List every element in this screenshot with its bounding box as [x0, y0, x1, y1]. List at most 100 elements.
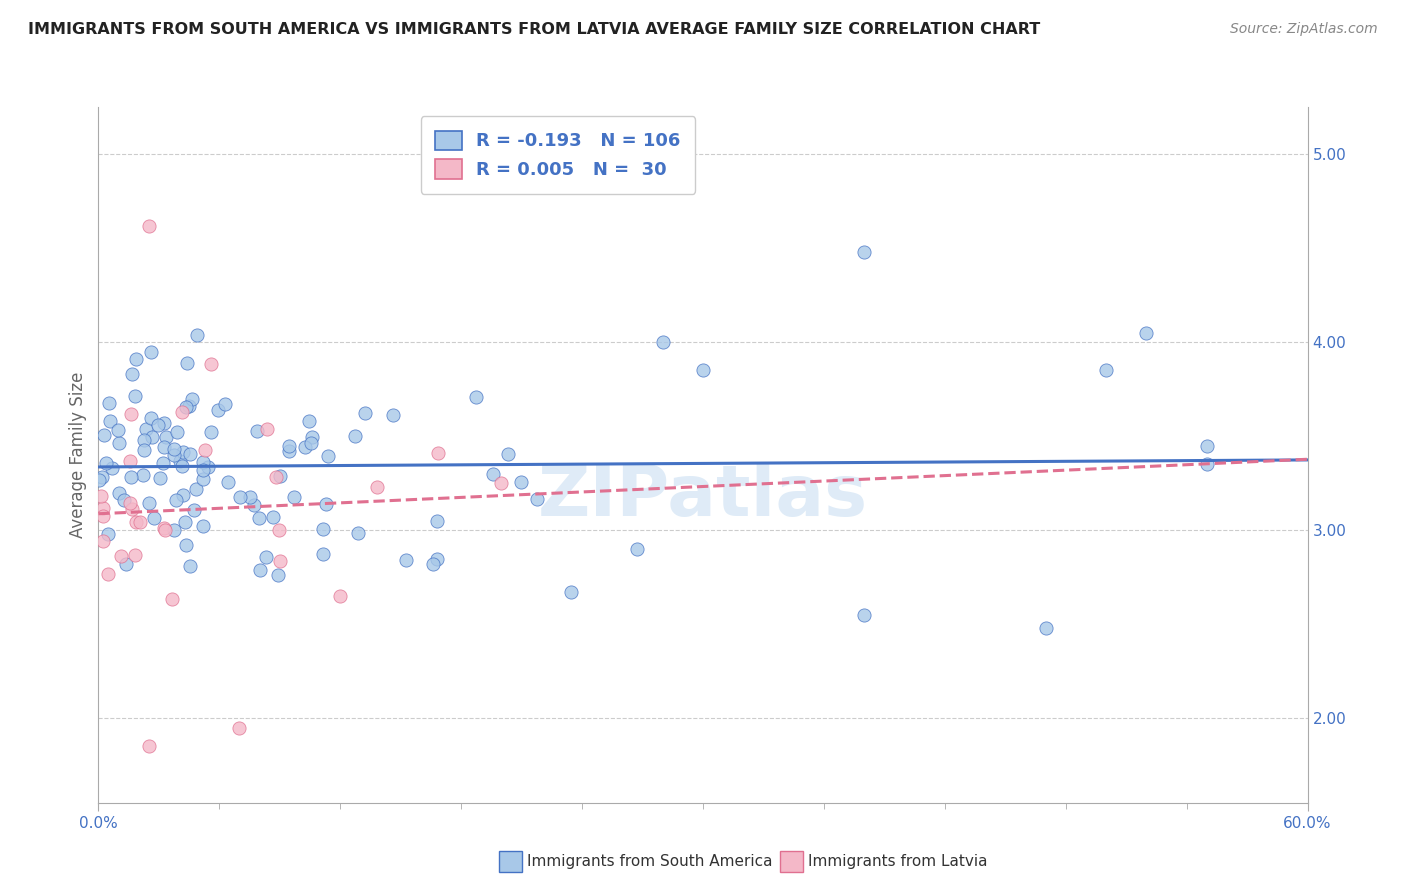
Point: [651, 335, 673, 350]
Point: [186, 482, 208, 496]
Point: [228, 721, 250, 735]
Point: [139, 410, 162, 425]
Point: [246, 425, 269, 439]
Point: [243, 498, 266, 512]
Point: [142, 510, 165, 524]
Point: [491, 476, 513, 491]
Point: [162, 448, 184, 462]
Point: [427, 446, 450, 460]
Point: [465, 390, 488, 404]
Point: [344, 429, 367, 443]
Point: [163, 523, 186, 537]
Point: [174, 400, 197, 414]
Text: Immigrants from South America: Immigrants from South America: [527, 855, 773, 869]
Point: [269, 468, 291, 483]
Point: [329, 589, 352, 603]
Point: [1035, 621, 1057, 635]
Point: [294, 440, 316, 454]
Point: [426, 514, 449, 528]
Text: Source: ZipAtlas.com: Source: ZipAtlas.com: [1230, 22, 1378, 37]
Point: [1135, 326, 1157, 340]
Point: [366, 480, 388, 494]
Point: [191, 519, 214, 533]
Text: IMMIGRANTS FROM SOUTH AMERICA VS IMMIGRANTS FROM LATVIA AVERAGE FAMILY SIZE CORR: IMMIGRANTS FROM SOUTH AMERICA VS IMMIGRA…: [28, 22, 1040, 37]
Point: [135, 422, 157, 436]
Point: [853, 607, 876, 622]
Point: [177, 399, 200, 413]
Point: [1195, 458, 1218, 472]
Point: [179, 558, 201, 573]
Point: [496, 447, 519, 461]
Point: [108, 485, 131, 500]
Point: [125, 351, 148, 366]
Point: [107, 436, 129, 450]
Point: [138, 739, 160, 754]
Point: [266, 567, 288, 582]
Point: [139, 345, 162, 359]
Text: ZIPatlas: ZIPatlas: [538, 462, 868, 531]
Point: [316, 449, 339, 463]
Point: [853, 244, 876, 259]
Point: [692, 363, 714, 377]
Point: [229, 490, 252, 504]
Point: [238, 491, 260, 505]
Point: [312, 547, 335, 561]
Point: [197, 459, 219, 474]
Point: [186, 327, 208, 342]
Point: [207, 403, 229, 417]
Point: [181, 392, 204, 406]
Point: [138, 495, 160, 509]
Point: [312, 522, 335, 536]
Point: [93, 533, 115, 548]
Point: [301, 430, 323, 444]
Point: [200, 425, 222, 439]
Point: [115, 558, 138, 572]
Point: [124, 548, 146, 562]
Point: [165, 492, 187, 507]
Point: [179, 447, 201, 461]
Point: [200, 357, 222, 371]
Point: [93, 428, 115, 442]
Point: [347, 525, 370, 540]
Point: [160, 592, 183, 607]
Point: [152, 440, 174, 454]
Point: [138, 219, 160, 233]
Point: [269, 523, 291, 537]
Point: [94, 456, 117, 470]
Point: [125, 515, 148, 529]
Point: [120, 454, 142, 468]
Point: [112, 493, 135, 508]
Point: [170, 405, 193, 419]
Point: [560, 585, 582, 599]
Point: [153, 521, 176, 535]
Point: [482, 467, 505, 481]
Point: [101, 461, 124, 475]
Point: [98, 414, 121, 428]
Point: [278, 439, 301, 453]
Point: [163, 442, 186, 456]
Point: [152, 456, 174, 470]
Point: [110, 549, 132, 563]
Point: [264, 470, 287, 484]
Point: [381, 409, 404, 423]
Point: [172, 458, 194, 473]
Point: [247, 511, 270, 525]
Point: [173, 488, 195, 502]
Point: [262, 510, 284, 524]
Point: [191, 455, 214, 469]
Point: [217, 475, 239, 489]
Point: [214, 397, 236, 411]
Point: [298, 414, 321, 428]
Point: [166, 425, 188, 439]
Point: [510, 475, 533, 489]
Point: [91, 501, 114, 516]
Point: [194, 443, 217, 458]
Point: [120, 470, 142, 484]
Point: [1095, 363, 1118, 377]
Point: [153, 523, 176, 537]
Point: [315, 497, 337, 511]
Point: [120, 408, 142, 422]
Point: [97, 526, 120, 541]
Point: [169, 454, 191, 468]
Legend: R = -0.193   N = 106, R = 0.005   N =  30: R = -0.193 N = 106, R = 0.005 N = 30: [420, 116, 696, 194]
